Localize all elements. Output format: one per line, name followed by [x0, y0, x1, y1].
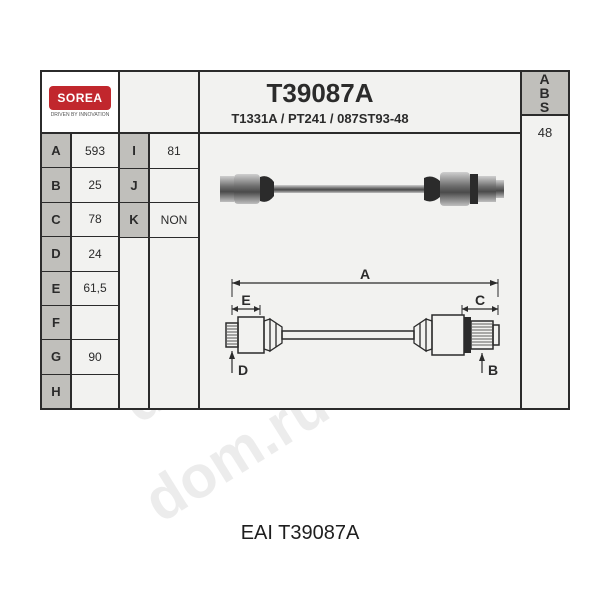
diagram-panel: A E C	[200, 72, 520, 408]
spec-row-value: 24	[72, 237, 120, 271]
brand-badge: SOREA	[49, 86, 111, 110]
dim-label-d: D	[238, 362, 248, 378]
spec-row-value: 593	[72, 134, 120, 168]
spec-row-label: D	[42, 237, 72, 271]
brand-tagline: DRIVEN BY INNOVATION	[51, 112, 110, 118]
spec-row-value: 90	[72, 340, 120, 374]
abs-label: ABS	[522, 72, 568, 116]
spec-row-label: I	[120, 134, 150, 169]
spec-row-value: 61,5	[72, 272, 120, 306]
spec-row-label: H	[42, 375, 72, 408]
spec-row-label: G	[42, 340, 72, 374]
dim-label-c: C	[475, 292, 485, 308]
spec-row-value	[72, 375, 120, 408]
shaft-illustration	[210, 154, 510, 224]
brand-logo: SOREA DRIVEN BY INNOVATION	[42, 72, 120, 132]
dim-label-a: A	[360, 269, 370, 282]
spec-card: SOREA DRIVEN BY INNOVATION T39087A T1331…	[40, 70, 570, 410]
dim-label-e: E	[241, 292, 250, 308]
caption: EAI T39087A	[0, 522, 600, 545]
shaft-schematic: A E C	[210, 269, 510, 389]
spec-row-label: K	[120, 203, 150, 238]
spec-row-value	[150, 169, 198, 204]
spec-row-value	[72, 306, 120, 340]
dim-label-b: B	[488, 362, 498, 378]
spec-row-label: E	[42, 272, 72, 306]
spec-row-label: A	[42, 134, 72, 168]
spec-row-value: 25	[72, 168, 120, 202]
abs-value: 48	[522, 116, 568, 148]
spec-row-value: 81	[150, 134, 198, 169]
brand-name: SOREA	[57, 91, 102, 105]
spec-row-label: B	[42, 168, 72, 202]
spec-row-value: NON	[150, 203, 198, 238]
spec-row-label: J	[120, 169, 150, 204]
abs-column: ABS 48	[520, 72, 568, 408]
spec-row-value: 78	[72, 203, 120, 237]
spec-row-label: F	[42, 306, 72, 340]
spec-row-label: C	[42, 203, 72, 237]
